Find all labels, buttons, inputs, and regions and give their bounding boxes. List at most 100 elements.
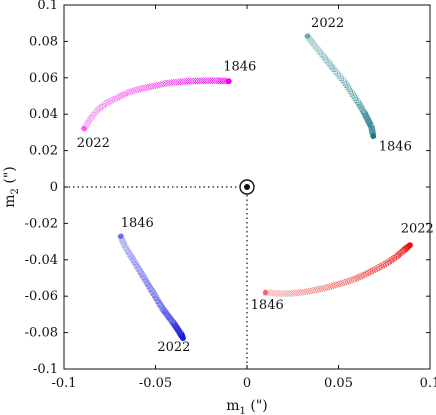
track-mark [166,315,173,321]
track-mark [327,62,334,68]
track-mark [119,92,125,99]
track-mark [337,74,343,80]
track-mark [325,59,331,65]
year-annotation: 2022 [157,340,190,355]
y-tick-label: -0.04 [25,253,58,268]
track-mark [158,304,165,310]
track-mark [87,116,93,122]
track-mark [142,84,148,92]
track-mark [314,45,320,52]
track-mark [311,286,317,294]
y-tick-label: -0.08 [25,326,58,341]
track-mark [350,92,356,98]
track-mark [194,77,199,85]
track-mark [177,78,182,86]
y-tick-label: 0 [50,180,58,195]
track-mark [351,94,358,100]
track-mark [306,36,313,42]
track-mark [138,270,145,276]
track-mark [398,250,404,256]
track-mark [305,288,311,296]
track-mark [118,237,126,243]
track-mark [387,258,393,265]
track-mark [361,110,368,116]
track-mark [202,77,208,85]
track-mark [322,56,329,62]
track-mark [84,120,91,126]
endpoint-dot [225,78,232,85]
track-mark [357,273,363,281]
track-mark [341,80,348,86]
track-mark [343,278,349,286]
track-mark [389,257,395,263]
track-mark [333,281,338,289]
track-mark [127,252,134,258]
track-mark [386,259,392,266]
track-mark [392,255,398,261]
track-mark [288,290,294,298]
track-mark [402,246,408,252]
track-mark [123,90,129,97]
track-mark [299,289,304,297]
track-mark [154,298,161,304]
track-mark [352,276,358,283]
track-mark [328,64,335,70]
track-mark [364,270,370,277]
track-mark [142,278,149,284]
track-mark [290,289,296,297]
x-tick-label: -0.05 [139,376,172,391]
year-annotation: 2022 [401,222,434,237]
track-mark [120,242,127,248]
track-mark [120,240,127,246]
track-mark [341,279,347,287]
endpoint-dot [370,133,377,140]
track-mark [213,77,218,85]
track-mark [82,123,89,129]
track-mark [157,81,163,89]
track-mark [356,103,363,109]
track-mark [366,269,372,276]
track-mark [153,82,158,90]
y-tick-label: 0.08 [29,34,58,49]
track-mark [187,77,193,85]
track-mark [355,274,361,282]
track-mark [267,289,272,297]
track-mark [152,295,159,301]
track-mark [221,77,226,85]
track-mark [399,249,405,255]
track-mark [362,271,368,278]
track-mark [149,289,156,295]
track-mark [334,70,340,76]
x-axis-label: m1 (") [226,398,267,415]
track-mark [338,76,345,82]
track-mark [122,245,129,251]
track-mark [129,257,136,263]
track-mark [192,77,197,85]
track-mark [132,261,139,267]
track-mark [161,309,168,315]
track-mark [310,41,317,47]
track-mark [176,329,183,335]
track-mark [162,310,169,316]
track-mark [140,275,147,281]
track-mark [127,88,133,96]
origin-marker [239,179,255,195]
track-mark [326,61,332,67]
track-mark [375,265,381,272]
track-mark [138,85,144,93]
track-mark [317,50,324,56]
track-mark [140,85,146,92]
track-mark [342,81,349,87]
track-mark [144,281,151,287]
year-annotation: 2022 [311,16,344,31]
track-mark [397,251,403,257]
track-mark [286,289,292,297]
x-tick-label: 0 [243,376,251,391]
track-mark [145,283,152,289]
track-mark [348,90,355,97]
track-mark [125,249,132,255]
track-mark [151,293,158,299]
track-mark [350,276,355,284]
track-mark [331,67,337,73]
track-mark [175,327,181,333]
